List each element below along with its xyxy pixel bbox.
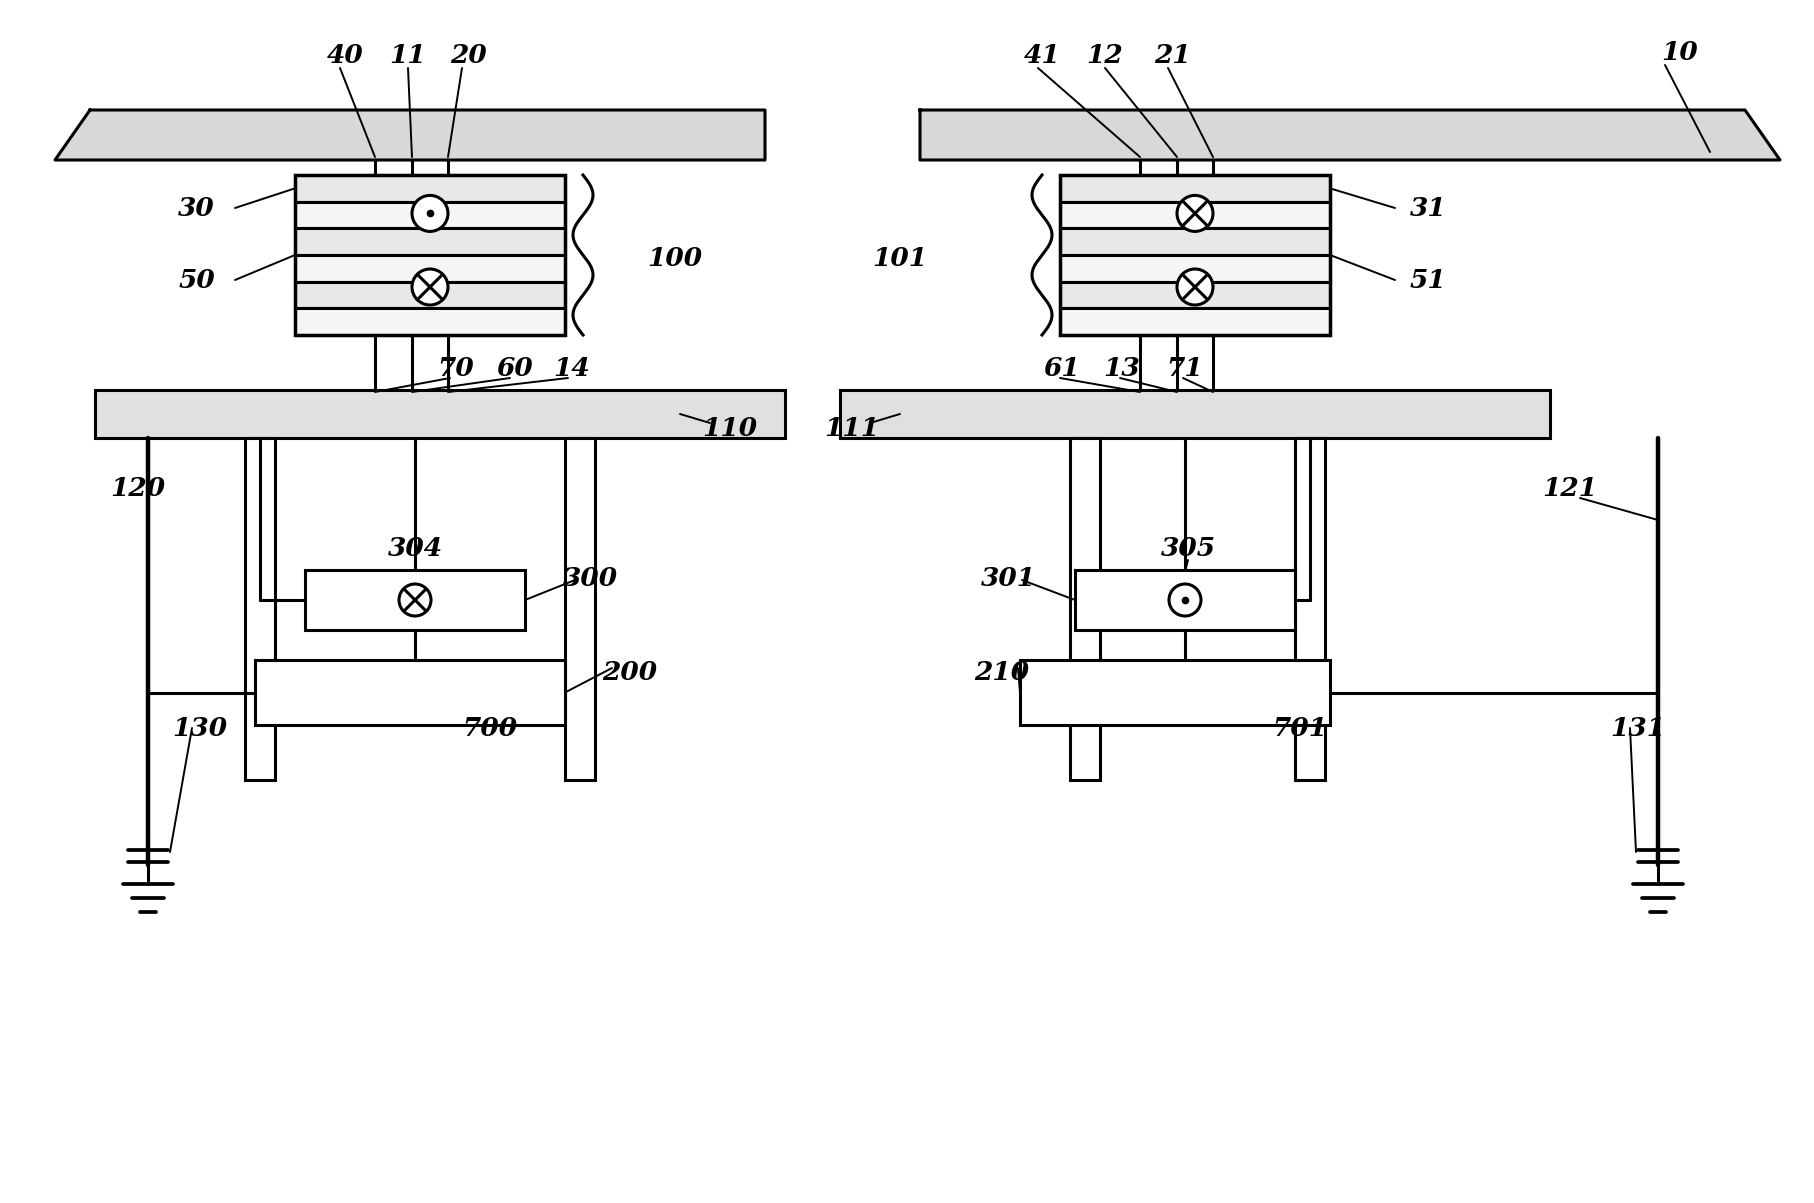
Bar <box>1059 308 1330 334</box>
Text: 12: 12 <box>1087 42 1123 67</box>
Text: 11: 11 <box>390 42 426 67</box>
Text: 111: 111 <box>824 415 880 440</box>
Text: 30: 30 <box>178 196 216 220</box>
Text: 31: 31 <box>1409 196 1448 220</box>
Text: 101: 101 <box>873 245 927 271</box>
Text: 120: 120 <box>111 475 165 500</box>
Bar <box>296 282 564 308</box>
Bar <box>1059 255 1330 282</box>
Text: 130: 130 <box>172 716 227 741</box>
Circle shape <box>1177 195 1214 231</box>
Polygon shape <box>54 109 766 160</box>
Text: 300: 300 <box>562 565 617 591</box>
Bar <box>296 308 564 334</box>
Circle shape <box>1177 269 1214 306</box>
Bar <box>1059 174 1330 202</box>
Text: 71: 71 <box>1166 356 1203 380</box>
Text: 304: 304 <box>388 535 443 561</box>
Text: 121: 121 <box>1542 475 1598 500</box>
Bar <box>256 660 564 725</box>
Bar <box>94 390 785 438</box>
Bar <box>1059 282 1330 308</box>
Text: 20: 20 <box>450 42 486 67</box>
Text: 100: 100 <box>648 245 702 271</box>
Text: 110: 110 <box>702 415 758 440</box>
Text: 21: 21 <box>1154 42 1190 67</box>
Bar <box>840 390 1549 438</box>
Polygon shape <box>920 109 1780 160</box>
Text: 700: 700 <box>463 716 517 741</box>
Bar <box>1076 570 1295 630</box>
Text: 60: 60 <box>497 356 533 380</box>
Text: 10: 10 <box>1662 40 1698 65</box>
Text: 41: 41 <box>1023 42 1061 67</box>
Bar <box>1059 229 1330 255</box>
Bar <box>296 229 564 255</box>
Circle shape <box>412 269 448 306</box>
Text: 61: 61 <box>1043 356 1081 380</box>
Text: 131: 131 <box>1611 716 1665 741</box>
Circle shape <box>399 583 432 616</box>
Circle shape <box>412 195 448 231</box>
Bar <box>1070 438 1099 780</box>
Text: 40: 40 <box>327 42 363 67</box>
Bar <box>1059 174 1330 334</box>
Text: 51: 51 <box>1409 267 1448 292</box>
Circle shape <box>1168 583 1201 616</box>
Bar <box>296 202 564 229</box>
Text: 701: 701 <box>1272 716 1328 741</box>
Text: 305: 305 <box>1161 535 1215 561</box>
Text: 200: 200 <box>602 659 657 685</box>
Bar <box>296 255 564 282</box>
Bar <box>1019 660 1330 725</box>
Bar <box>1059 202 1330 229</box>
Text: 301: 301 <box>980 565 1036 591</box>
Text: 14: 14 <box>553 356 590 380</box>
Bar <box>564 438 595 780</box>
Bar <box>305 570 524 630</box>
Text: 70: 70 <box>437 356 475 380</box>
Bar <box>296 174 564 334</box>
Bar <box>1295 438 1324 780</box>
Bar <box>245 438 276 780</box>
Text: 50: 50 <box>178 267 216 292</box>
Text: 210: 210 <box>974 659 1030 685</box>
Text: 13: 13 <box>1103 356 1141 380</box>
Bar <box>296 174 564 202</box>
